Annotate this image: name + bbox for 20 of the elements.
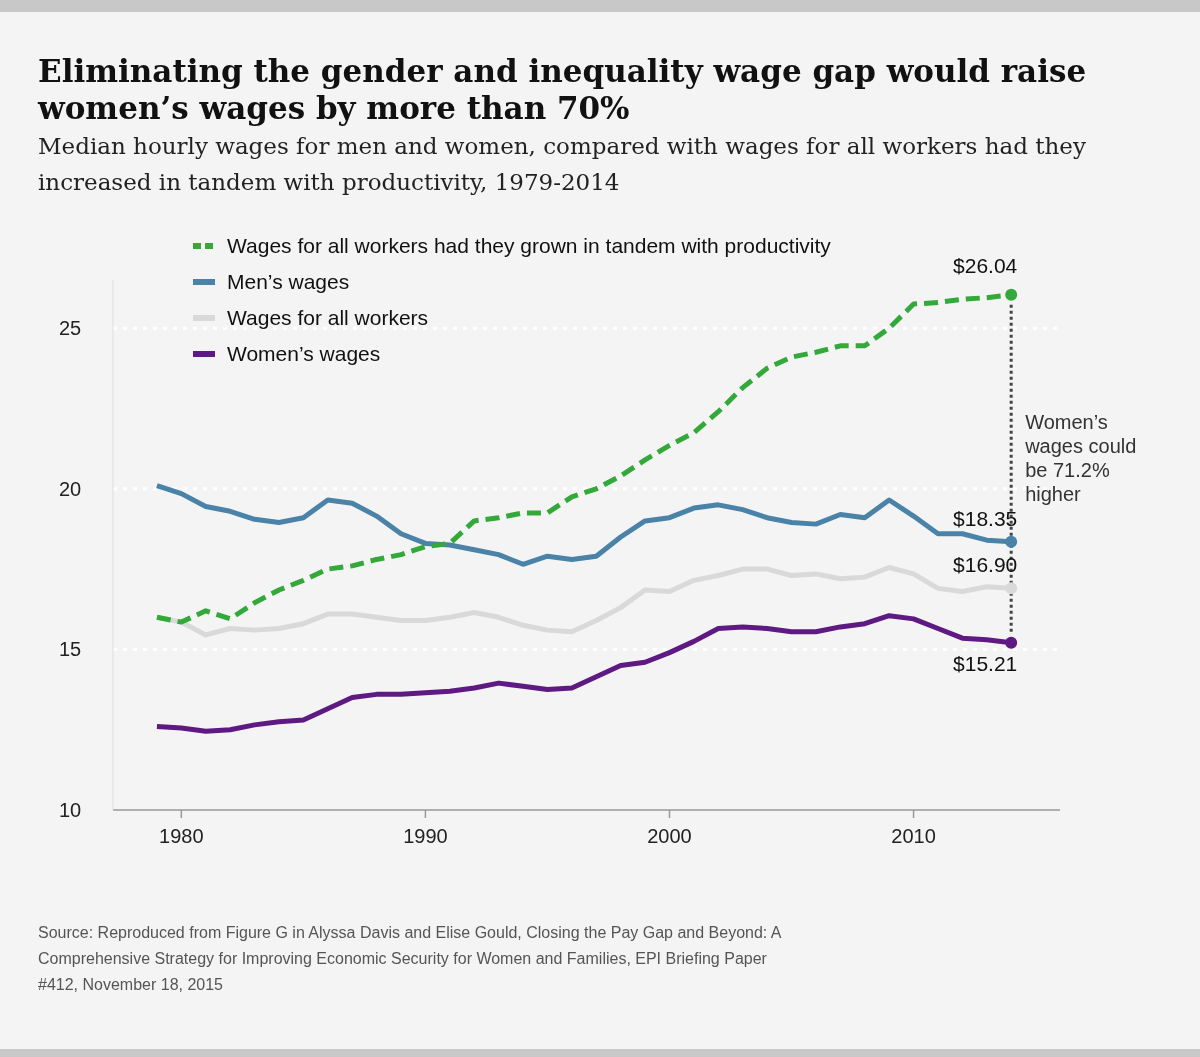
x-tick-label: 1980 xyxy=(159,825,204,847)
legend-label: Wages for all workers had they grown in tandem with productivity xyxy=(227,234,832,257)
data-label: $15.21 xyxy=(953,651,1018,675)
source-note: Source: Reproduced from Figure G in Alyssa Davis and Elise Gould, Closing the Pay Gap and Beyond: A Comprehensive Strategy for Improving Economic Security for Women and Families, EPI Briefing Paper #412, November 18, 2015 xyxy=(38,924,782,993)
y-tick-label: 25 xyxy=(58,317,82,340)
y-tick-label: 15 xyxy=(58,638,82,661)
x-tick-label: 2010 xyxy=(891,825,936,847)
chart-subtitle: Median hourly wages for men and women, compared with wages for all workers had they increased in tandem with productivity, 1979-2014 xyxy=(38,133,1086,195)
x-tick-label: 1990 xyxy=(403,825,448,847)
chart-title: Eliminating the gender and inequality wage gap would raise women’s wages by more than 70% xyxy=(37,53,1087,126)
data-label: $18.35 xyxy=(953,506,1018,530)
data-label: $16.90 xyxy=(953,553,1018,577)
legend-label: Women’s wages xyxy=(227,342,381,365)
y-tick-label: 20 xyxy=(58,477,82,500)
data-label: $26.04 xyxy=(953,253,1018,277)
legend-label: Wages for all workers xyxy=(227,306,429,329)
annotation: Women’s wages could be 71.2% higher xyxy=(1024,410,1137,505)
y-tick-label: 10 xyxy=(58,799,82,821)
x-tick-label: 2000 xyxy=(647,825,692,847)
legend-label: Men’s wages xyxy=(227,270,350,293)
